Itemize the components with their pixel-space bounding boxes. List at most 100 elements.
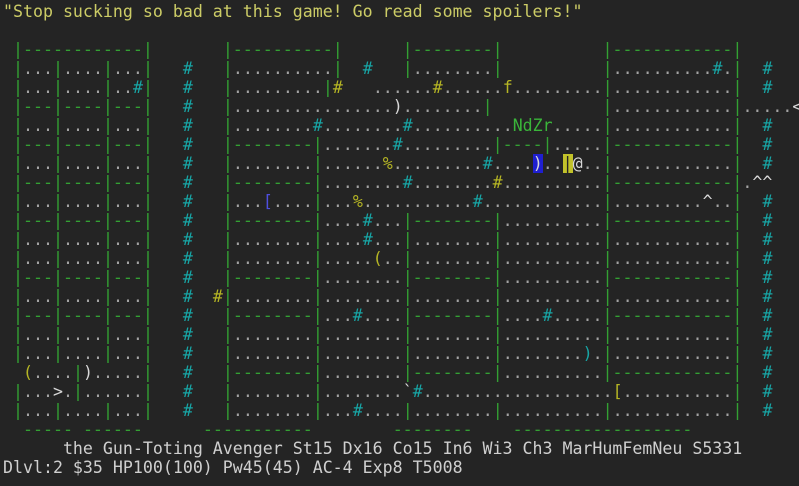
map-text: | xyxy=(222,59,233,78)
map-text: | xyxy=(312,230,323,249)
map-text: ... xyxy=(23,287,53,306)
map-text xyxy=(743,401,763,420)
status-line-attributes: the Gun-Toting Avenger St15 Dx16 Co15 In… xyxy=(3,439,743,458)
map-text: | xyxy=(602,192,613,211)
map-text: | xyxy=(13,116,23,135)
map-text: . xyxy=(62,382,73,401)
map-text: | xyxy=(52,230,63,249)
map-text: | xyxy=(13,287,23,306)
map-text: |--------| xyxy=(222,363,323,382)
map-text xyxy=(773,325,799,344)
map-text: ........ xyxy=(412,287,493,306)
map-text: # xyxy=(762,135,773,154)
item-armor: [ xyxy=(612,382,623,401)
map-text xyxy=(3,363,23,382)
map-text xyxy=(193,306,223,325)
map-text xyxy=(153,211,183,230)
map-text: | xyxy=(222,192,233,211)
map-text xyxy=(3,173,13,192)
map-text: | xyxy=(602,116,613,135)
map-text: | xyxy=(222,249,233,268)
map-text: ............ xyxy=(612,249,733,268)
map-text: | xyxy=(222,97,233,116)
map-text: | xyxy=(102,116,113,135)
map-text: ........ xyxy=(322,268,403,287)
map-text: | xyxy=(222,154,233,173)
map-text: # xyxy=(762,325,773,344)
map-text: .... xyxy=(62,230,103,249)
map-text: .. xyxy=(542,154,563,173)
map-text: | xyxy=(602,154,613,173)
map-text: ..... xyxy=(742,97,793,116)
item-tool: ( xyxy=(372,249,383,268)
map-text: | xyxy=(52,287,63,306)
map-text xyxy=(773,78,799,97)
map-text: | xyxy=(102,287,113,306)
map-text: | xyxy=(142,325,153,344)
player: @ xyxy=(572,154,583,173)
map-text: # xyxy=(182,173,193,192)
map-text: | xyxy=(222,287,233,306)
map-text: .... xyxy=(322,230,363,249)
map-text: | xyxy=(13,78,23,97)
map-text: ............ xyxy=(482,192,603,211)
map-text: | xyxy=(13,59,23,78)
map-text: ... xyxy=(23,249,53,268)
map-text: | xyxy=(732,230,743,249)
map-text: .......... xyxy=(612,59,713,78)
map-text xyxy=(153,268,183,287)
map-text xyxy=(193,154,223,173)
map-text: |----| xyxy=(492,135,553,154)
map-text: # xyxy=(402,116,413,135)
map-text: ........... xyxy=(362,192,473,211)
map-text: | xyxy=(102,249,113,268)
map-text: .... xyxy=(62,59,103,78)
map-text: ................ xyxy=(232,97,393,116)
map-text: | xyxy=(72,382,83,401)
map-text: # xyxy=(762,344,773,363)
stairs-down: > xyxy=(52,382,63,401)
map-text: ........ xyxy=(412,401,493,420)
map-text: ... xyxy=(23,78,53,97)
map-text xyxy=(193,116,223,135)
map-text: |------------| xyxy=(602,135,743,154)
map-text xyxy=(743,154,763,173)
map-text: |--------| xyxy=(222,306,323,325)
map-text: | xyxy=(732,59,743,78)
map-text: ... xyxy=(112,287,143,306)
map-text: ........ xyxy=(232,344,313,363)
map-text: | xyxy=(732,154,743,173)
map-text xyxy=(743,78,763,97)
map-text xyxy=(153,192,183,211)
map-text: .......... xyxy=(502,363,603,382)
map-text xyxy=(153,382,183,401)
map-text: .... xyxy=(62,116,103,135)
map-text: | xyxy=(602,287,613,306)
map-text: ...... xyxy=(322,154,383,173)
map-text xyxy=(3,420,23,439)
map-text: | xyxy=(492,325,503,344)
map-text: ... xyxy=(232,192,263,211)
map-text xyxy=(772,135,799,154)
map-text: ........ xyxy=(232,382,313,401)
map-text xyxy=(742,135,762,154)
map-text: | xyxy=(142,78,153,97)
map-text xyxy=(153,325,183,344)
map-text: |---|----|---| xyxy=(13,268,153,287)
map-text xyxy=(153,230,183,249)
map-text: # xyxy=(412,382,423,401)
map-text: ...... xyxy=(82,382,143,401)
map-text: ..... xyxy=(552,135,603,154)
map-text xyxy=(3,116,13,135)
map-text: | xyxy=(402,230,413,249)
map-text: .......... xyxy=(502,325,603,344)
map-text: | xyxy=(142,287,153,306)
map-text: | xyxy=(222,401,233,420)
map-text: | xyxy=(602,325,613,344)
map-text: .... xyxy=(62,401,103,420)
map-text: # xyxy=(362,230,373,249)
map-text xyxy=(743,230,763,249)
map-text: | xyxy=(312,325,323,344)
map-text: .......... xyxy=(412,116,513,135)
